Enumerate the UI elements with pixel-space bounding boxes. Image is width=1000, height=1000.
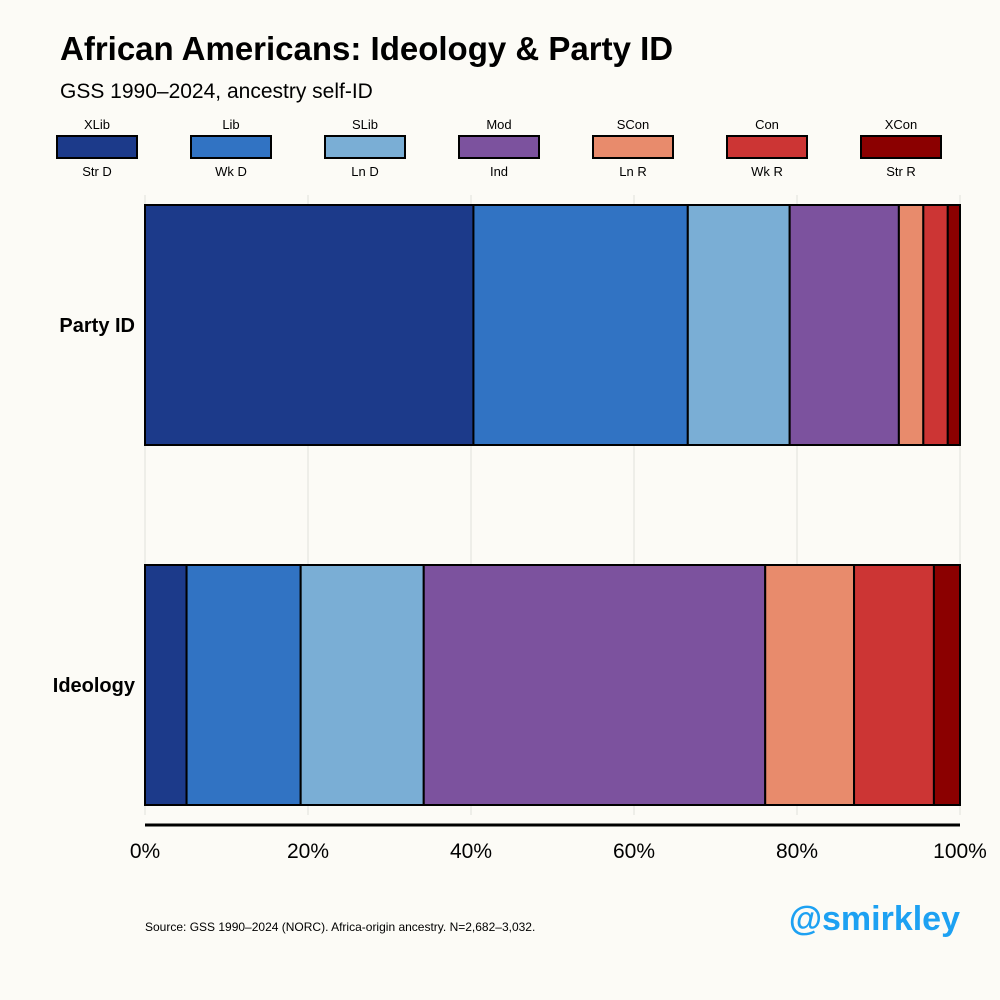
legend-ideology-label: SLib [351, 117, 379, 132]
legend-ideology-label: XCon [884, 117, 918, 132]
author-handle: @smirkley [788, 900, 960, 938]
legend-swatch [592, 135, 674, 159]
bar-segment [853, 564, 935, 806]
x-tick-label: 100% [933, 840, 987, 863]
legend-party-label: Wk R [751, 164, 783, 179]
bar-segment [788, 204, 900, 446]
bar-segment [144, 204, 475, 446]
bar-segment [686, 204, 791, 446]
x-tick-label: 40% [450, 840, 492, 863]
legend-swatch [56, 135, 138, 159]
legend-item: XLib Str D [56, 118, 138, 179]
bar-segment [472, 204, 689, 446]
legend-swatch [324, 135, 406, 159]
x-tick-label: 20% [287, 840, 329, 863]
legend-item: SLib Ln D [324, 118, 406, 179]
bar-segment [946, 204, 962, 446]
legend: XLib Str D Lib Wk D SLib Ln D Mod Ind SCon Ln R Co… [0, 0, 1000, 190]
bar-segment [922, 204, 949, 446]
legend-item: XCon Str R [860, 118, 942, 179]
chart-title: African Americans: Ideology & Party ID [60, 30, 674, 67]
bar-segment [932, 564, 961, 806]
legend-swatch [860, 135, 942, 159]
category-label: Ideology [53, 675, 136, 697]
legend-item: Mod Ind [458, 118, 540, 179]
legend-party-label: Str R [886, 164, 916, 179]
legend-item: SCon Ln R [592, 118, 674, 179]
legend-ideology-label: Con [755, 117, 779, 132]
legend-ideology-label: XLib [83, 117, 111, 132]
bar-segment [764, 564, 856, 806]
legend-party-label: Ln R [619, 164, 647, 179]
legend-item: Lib Wk D [190, 118, 272, 179]
legend-ideology-label: Mod [486, 117, 512, 132]
legend-party-label: Ind [489, 164, 509, 179]
bar-segment [185, 564, 302, 806]
legend-item: Con Wk R [726, 118, 808, 179]
x-tick-label: 60% [613, 840, 655, 863]
bar-segment [422, 564, 767, 806]
legend-party-label: Str D [82, 164, 112, 179]
bar-segment [144, 564, 188, 806]
legend-party-label: Ln D [351, 164, 379, 179]
legend-party-label: Wk D [215, 164, 247, 179]
x-tick-label: 80% [776, 840, 818, 863]
chart-subtitle: GSS 1990–2024, ancestry self-ID [60, 80, 373, 103]
category-label: Party ID [59, 315, 135, 337]
legend-swatch [190, 135, 272, 159]
bar-segment [299, 564, 425, 806]
legend-swatch [458, 135, 540, 159]
legend-ideology-label: SCon [616, 117, 650, 132]
source-note: Source: GSS 1990–2024 (NORC). Africa-ori… [145, 920, 536, 934]
legend-swatch [726, 135, 808, 159]
x-tick-label: 0% [130, 840, 160, 863]
legend-ideology-label: Lib [222, 117, 240, 132]
bar-segment [897, 204, 925, 446]
